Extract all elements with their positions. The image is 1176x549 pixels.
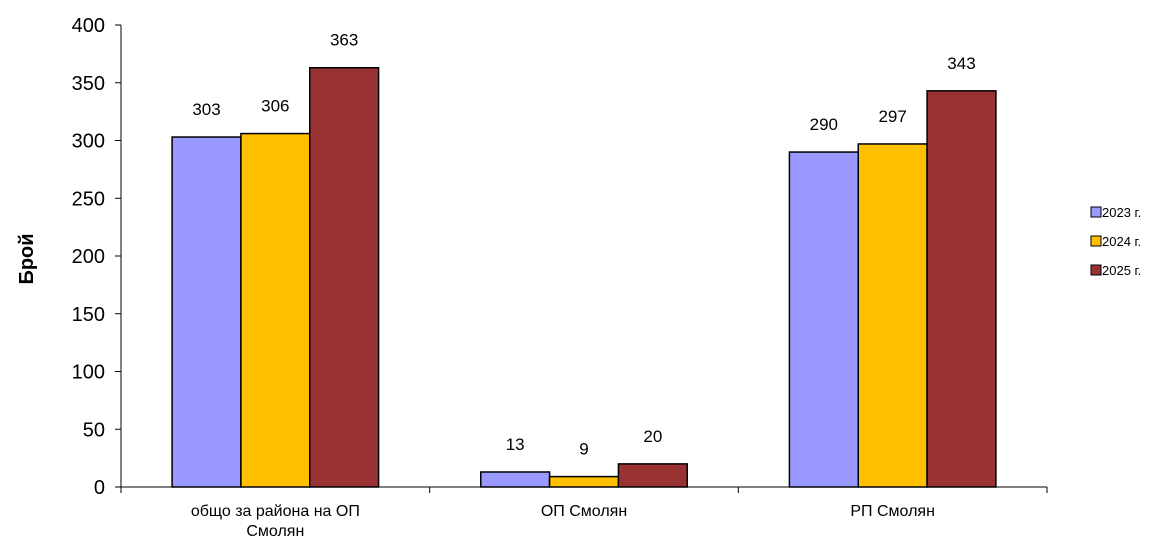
bar-value-label: 20: [643, 427, 662, 446]
y-tick-label: 300: [72, 131, 105, 153]
bar: [788, 151, 860, 488]
bar-value-label: 343: [947, 54, 975, 73]
x-category-label: общо за района на ОП: [191, 503, 360, 520]
y-tick-label: 150: [72, 304, 105, 326]
legend-swatch: [1090, 235, 1102, 247]
y-tick-label: 200: [72, 246, 105, 268]
data-labels: 303 306 363 13 9 20 290 297 343: [192, 31, 975, 459]
y-axis-label: Брой: [16, 233, 38, 284]
bar-value-label: 303: [192, 100, 220, 119]
y-tick-label: 250: [72, 188, 105, 210]
legend-label: 2024 г.: [1102, 234, 1141, 249]
bar: [308, 66, 380, 488]
bar-value-label: 9: [579, 440, 588, 459]
legend: 2023 г. 2024 г. 2025 г.: [1090, 205, 1141, 278]
y-tick-label: 50: [83, 419, 105, 441]
bar: [617, 463, 688, 488]
bar-value-label: 306: [261, 97, 289, 116]
bar: [171, 136, 242, 488]
y-tick-label: 100: [72, 362, 105, 384]
axes: 0 50 100 150 200 250 300 350 400 общо за района н…: [72, 15, 1048, 540]
bar: [548, 475, 620, 488]
bar: [857, 143, 928, 488]
legend-label: 2025 г.: [1102, 263, 1141, 278]
x-category-label: Смолян: [246, 523, 304, 540]
bar-value-label: 363: [330, 31, 358, 50]
bar-value-label: 297: [878, 107, 906, 126]
y-tick-label: 400: [72, 15, 105, 37]
bars: [171, 66, 997, 488]
bar: [926, 90, 997, 488]
x-category-label: РП Смолян: [850, 503, 935, 520]
bar-value-label: 13: [506, 435, 525, 454]
bar-value-label: 290: [810, 115, 838, 134]
bar: [480, 471, 551, 488]
legend-swatch: [1090, 206, 1102, 218]
y-tick-label: 0: [94, 477, 105, 499]
legend-swatch: [1090, 264, 1102, 276]
x-category-label: ОП Смолян: [541, 503, 627, 520]
legend-label: 2023 г.: [1102, 205, 1141, 220]
bar: [240, 132, 311, 488]
y-tick-label: 350: [72, 73, 105, 95]
